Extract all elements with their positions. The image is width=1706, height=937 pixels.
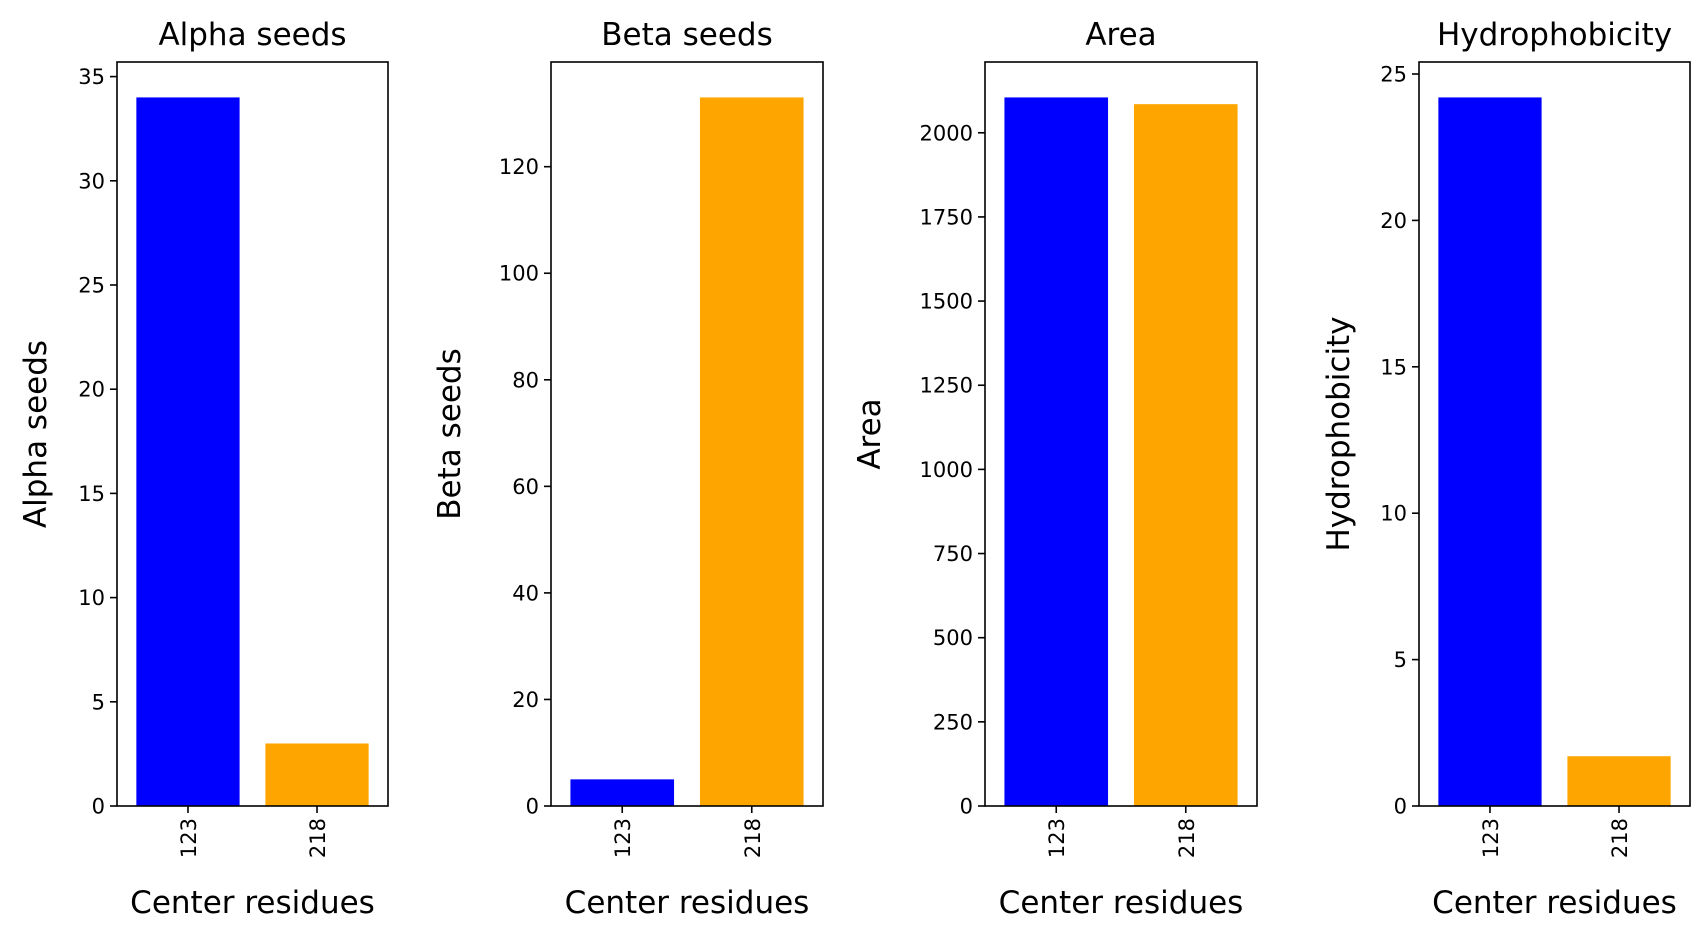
y-tick-label: 40 <box>512 581 539 605</box>
y-tick-label: 5 <box>1394 648 1407 672</box>
x-axis-label: Center residues <box>130 885 375 921</box>
subplot-hydrophobicity: Hydrophobicity Hydrophobicity Center res… <box>1321 17 1691 921</box>
axes-frame <box>550 61 824 807</box>
y-tick-label: 2000 <box>920 121 973 145</box>
y-tick-label: 25 <box>78 273 105 297</box>
x-tick-label: 123 <box>1045 818 1069 858</box>
subplot-title: Alpha seeds <box>158 17 346 53</box>
x-tick-label: 123 <box>1479 818 1503 858</box>
y-tick-label: 100 <box>499 262 539 286</box>
bar-123 <box>136 97 240 806</box>
y-tick-label: 80 <box>512 368 539 392</box>
subplot-title: Beta seeds <box>601 17 772 53</box>
bar-218 <box>265 743 369 806</box>
y-axis-label: Beta seeds <box>432 348 468 519</box>
y-tick-label: 20 <box>78 378 105 402</box>
y-tick-label: 120 <box>499 155 539 179</box>
y-tick-label: 20 <box>512 688 539 712</box>
y-tick-label: 15 <box>1380 355 1407 379</box>
y-axis-label: Hydrophobicity <box>1321 316 1357 551</box>
y-tick-label: 750 <box>933 542 973 566</box>
bar-218 <box>699 97 804 806</box>
y-tick-label: 10 <box>78 586 105 610</box>
y-tick-label: 500 <box>933 626 973 650</box>
y-tick-label: 1750 <box>920 205 973 229</box>
x-tick-label: 123 <box>611 818 635 858</box>
y-tick-label: 60 <box>512 475 539 499</box>
y-tick-label: 25 <box>1380 63 1407 87</box>
x-tick-label: 218 <box>306 818 330 858</box>
x-axis-label: Center residues <box>999 885 1244 921</box>
y-tick-label: 1250 <box>920 374 973 398</box>
bar-123 <box>570 779 675 806</box>
bar-123 <box>1438 97 1542 806</box>
axes-frame <box>1418 61 1691 807</box>
x-tick-label: 218 <box>1175 818 1199 858</box>
y-tick-label: 0 <box>92 795 105 819</box>
subplot-title: Hydrophobicity <box>1437 17 1672 53</box>
y-tick-label: 20 <box>1380 209 1407 233</box>
y-tick-label: 0 <box>1394 795 1407 819</box>
axes-frame <box>984 61 1258 807</box>
bar-218 <box>1133 104 1238 807</box>
y-axis-label: Alpha seeds <box>18 340 54 528</box>
y-tick-label: 0 <box>960 795 973 819</box>
x-tick-label: 218 <box>1608 818 1632 858</box>
bar-123 <box>1004 97 1109 806</box>
y-tick-label: 35 <box>78 65 105 89</box>
subplot-title: Area <box>1085 17 1156 53</box>
axes-frame <box>116 61 389 807</box>
y-tick-label: 1500 <box>920 290 973 314</box>
x-tick-label: 123 <box>177 818 201 858</box>
y-tick-label: 5 <box>92 690 105 714</box>
x-axis-label: Center residues <box>565 885 810 921</box>
subplot-beta-seeds: Beta seeds Beta seeds Center residues 0 2… <box>432 17 824 921</box>
y-tick-label: 30 <box>78 169 105 193</box>
y-axis-label: Area <box>852 398 888 469</box>
y-tick-label: 1000 <box>920 458 973 482</box>
x-axis-label: Center residues <box>1432 885 1677 921</box>
subplot-area: Area Area Center residues 0 250 500 750 1000… <box>852 17 1258 921</box>
subplot-alpha-seeds: Alpha seeds Alpha seeds Center residues … <box>18 17 389 921</box>
y-tick-label: 250 <box>933 710 973 734</box>
y-tick-label: 15 <box>78 482 105 506</box>
y-tick-label: 0 <box>526 795 539 819</box>
x-tick-label: 218 <box>741 818 765 858</box>
bar-218 <box>1567 756 1671 806</box>
y-tick-label: 10 <box>1380 502 1407 526</box>
